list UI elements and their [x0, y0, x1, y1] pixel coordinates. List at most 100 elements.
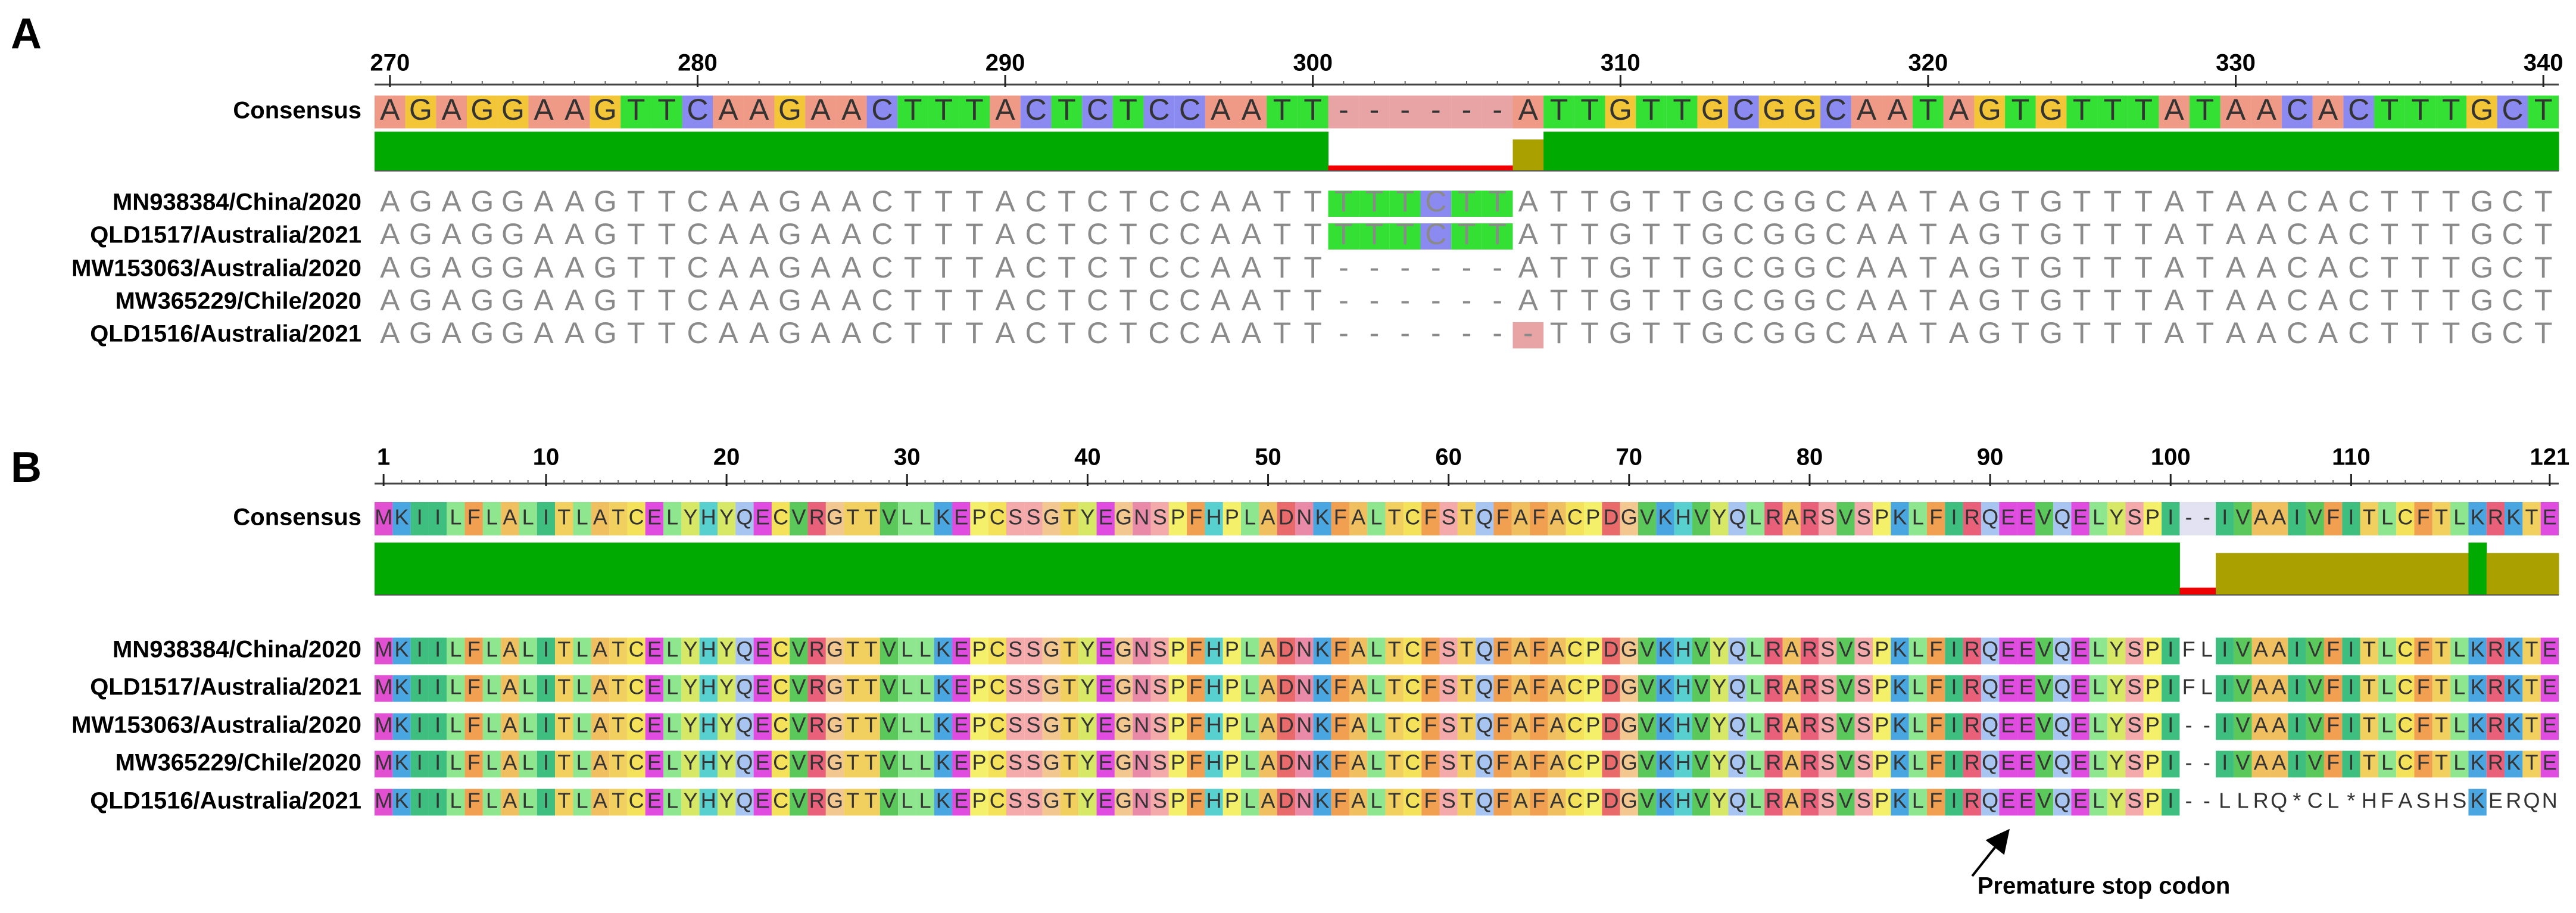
residue-bg — [1620, 675, 1638, 702]
identity-bar — [1764, 543, 1783, 595]
residue-bg — [1565, 789, 1585, 816]
identity-bar — [537, 543, 556, 595]
residue-bg — [1006, 750, 1025, 778]
residue-bg — [2269, 750, 2288, 778]
residue-bg — [807, 502, 826, 535]
sequence: AGAGGAAGTTCAAGAACTTTACTCTCCAATTTTTCTTATT… — [380, 217, 2552, 251]
ruler-label: 1 — [377, 444, 390, 470]
residue-bg — [2378, 713, 2397, 740]
residue-bg — [1620, 750, 1638, 778]
residue-bg — [774, 95, 806, 129]
residue-bg — [1710, 637, 1729, 665]
residue-bg — [573, 637, 591, 665]
identity-bar — [1367, 543, 1386, 595]
residue-bg — [1421, 502, 1440, 535]
identity-bar — [436, 132, 467, 171]
residue-bg — [717, 637, 736, 665]
identity-bar — [1006, 543, 1025, 595]
residue-bg — [1187, 502, 1205, 535]
residue-bg — [898, 750, 916, 778]
ruler-label: 70 — [1616, 444, 1643, 470]
residue-bg — [609, 637, 628, 665]
residue-bg — [1259, 502, 1277, 535]
residue-bg — [1060, 502, 1079, 535]
residue-bg — [2396, 637, 2415, 665]
residue-bg — [1421, 713, 1440, 740]
residue-bg — [447, 675, 465, 702]
residue-bg — [1602, 502, 1620, 535]
residue-bg — [2251, 502, 2270, 535]
residue-bg — [897, 95, 928, 129]
residue-bg — [1313, 675, 1331, 702]
identity-bar — [807, 543, 827, 595]
residue-bg — [1476, 675, 1494, 702]
residue-bg — [1710, 750, 1729, 778]
residue-bg — [1800, 675, 1819, 702]
residue-bg — [405, 95, 436, 129]
residue-bg — [1963, 789, 1981, 816]
residue-bg — [2125, 675, 2144, 702]
residue-bg — [1114, 637, 1133, 665]
residue-bg — [2053, 789, 2072, 816]
identity-bar — [713, 132, 744, 171]
residue-bg — [2066, 95, 2098, 129]
identity-bar — [1574, 132, 1605, 171]
residue-bg — [862, 675, 880, 702]
residue-bg — [771, 502, 790, 535]
identity-bar — [2324, 553, 2343, 595]
residue-bg — [1656, 750, 1674, 778]
identity-bar — [2450, 553, 2469, 595]
residue-bg — [1620, 502, 1638, 535]
residue-bg — [1222, 675, 1242, 702]
residue-bg — [1457, 789, 1476, 816]
residue-bg — [1313, 750, 1331, 778]
residue-bg — [501, 713, 519, 740]
residue-bg — [2288, 750, 2306, 778]
residue-bg — [699, 713, 718, 740]
residue-bg — [2125, 750, 2144, 778]
residue-bg — [1205, 502, 1223, 535]
residue-bg — [1331, 502, 1349, 535]
residue-bg — [2414, 637, 2432, 665]
residue-bg — [1764, 750, 1783, 778]
residue-bg — [898, 789, 916, 816]
residue-bg — [2486, 675, 2505, 702]
residue-bg — [2522, 502, 2541, 535]
residue-bg — [952, 789, 971, 816]
identity-bar — [410, 543, 429, 595]
annotation: Premature stop codon — [1978, 873, 2231, 899]
sequence: AGAGGAAGTTCAAGAACTTTACTCTCCAATT-------TT… — [380, 316, 2552, 350]
residue-bg — [682, 95, 713, 129]
residue-bg — [713, 95, 744, 129]
residue-bg — [501, 675, 519, 702]
residue-bg — [1854, 713, 1873, 740]
residue-bg — [1042, 789, 1061, 816]
residue-bg — [1548, 637, 1566, 665]
residue-bg — [1006, 675, 1025, 702]
residue-bg — [392, 502, 411, 535]
residue-bg — [2035, 675, 2054, 702]
identity-bar — [1565, 543, 1585, 595]
residue-bg — [1999, 713, 2017, 740]
residue-bg — [1511, 675, 1530, 702]
residue-bg — [825, 637, 844, 665]
residue-bg — [1439, 750, 1458, 778]
identity-bar — [1913, 132, 1944, 171]
residue-bg — [1295, 502, 1314, 535]
residue-bg — [934, 750, 953, 778]
residue-bg — [1493, 675, 1512, 702]
residue-bg — [1584, 502, 1602, 535]
residue-bg — [519, 713, 537, 740]
residue-bg — [2089, 713, 2108, 740]
residue-bg — [2269, 637, 2288, 665]
identity-bar — [2378, 553, 2397, 595]
residue-bg — [559, 95, 590, 129]
residue-bg — [743, 95, 775, 129]
residue-bg — [735, 789, 754, 816]
residue-bg — [1349, 789, 1368, 816]
identity-bar — [1697, 132, 1729, 171]
residue-bg — [2125, 789, 2144, 816]
residue-bg — [2288, 675, 2306, 702]
residue-bg — [2216, 637, 2234, 665]
residue-bg — [555, 713, 573, 740]
